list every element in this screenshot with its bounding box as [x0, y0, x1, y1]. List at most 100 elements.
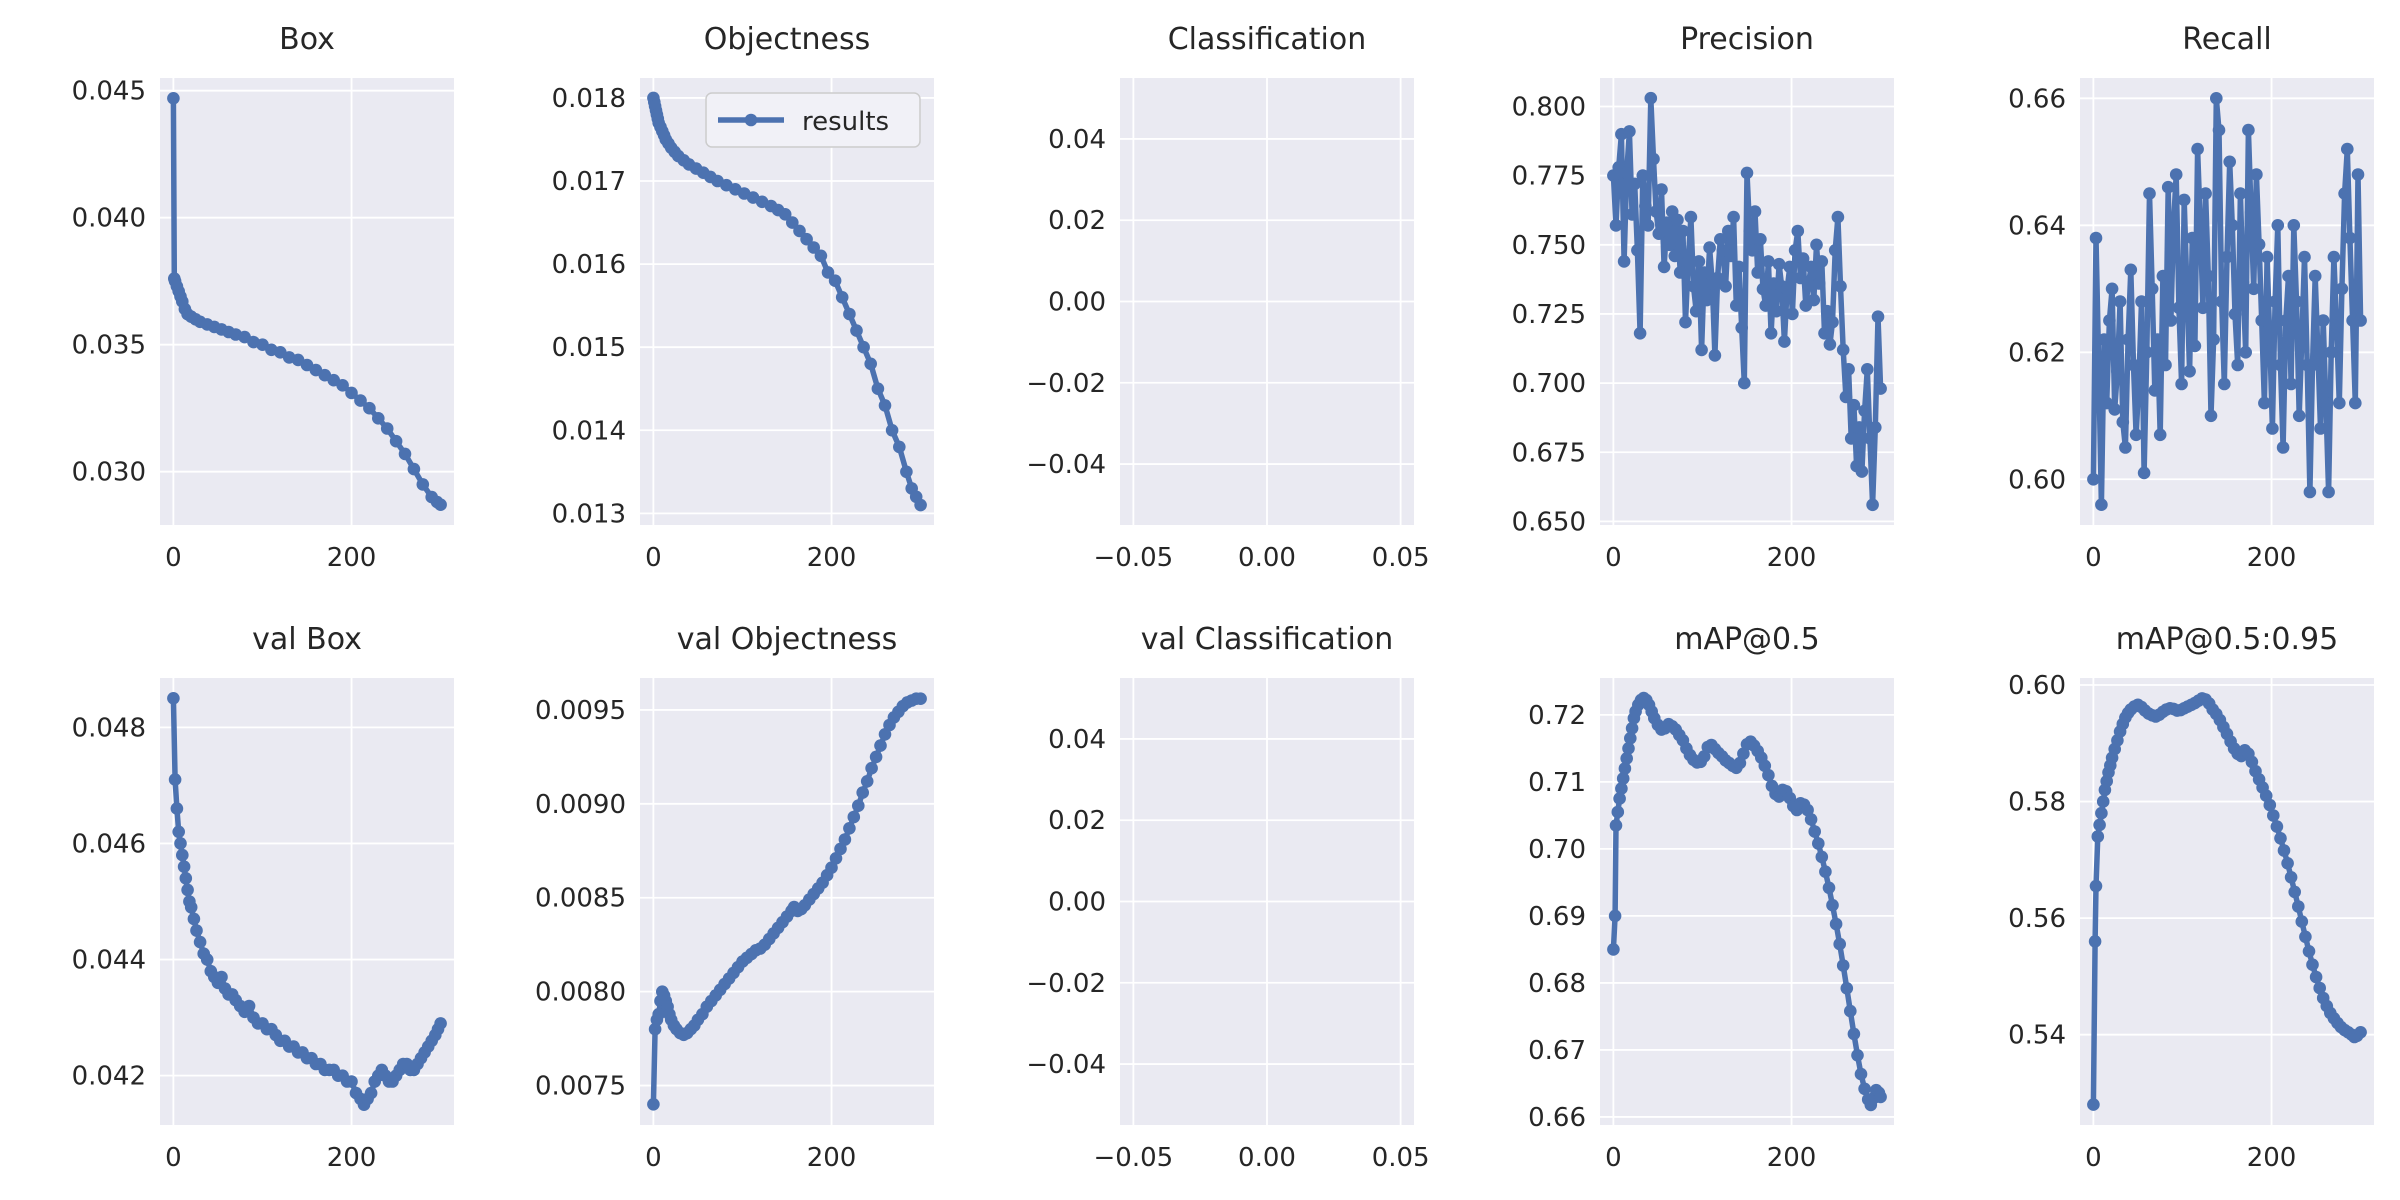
- data-point-marker: [2281, 857, 2294, 870]
- data-point-marker: [1812, 837, 1825, 850]
- data-point-marker: [2088, 935, 2102, 948]
- subplot-map50: 0.72 0.71 0.70 0.69 0.68 0.67 0.66 0 200 mAP@0.5: [1440, 600, 1920, 1200]
- data-point-marker: [647, 1098, 660, 1111]
- data-point-marker: [1738, 376, 1751, 390]
- data-point-marker: [1620, 166, 1633, 180]
- data-point-marker: [345, 386, 358, 400]
- x-tick-label: 0: [645, 543, 662, 573]
- data-point-marker: [2207, 333, 2220, 346]
- data-point-marker: [1615, 782, 1628, 795]
- data-point-marker: [2338, 187, 2351, 200]
- data-point-marker: [2299, 930, 2312, 944]
- plot-title: Classification: [1168, 22, 1367, 57]
- data-point-marker: [1788, 244, 1802, 257]
- subplot-box: 0.045 0.040 0.035 0.030 0 200 Box: [0, 0, 480, 600]
- plot-title: val Box: [252, 622, 362, 657]
- y-tick-label: 0.58: [2008, 788, 2066, 818]
- data-point-marker: [1759, 299, 1772, 312]
- data-point-marker: [2288, 885, 2301, 899]
- y-tick-label: 0.048: [72, 713, 146, 743]
- data-point-marker: [1673, 266, 1687, 279]
- data-point-marker: [1762, 255, 1775, 268]
- data-point-marker: [2313, 981, 2326, 995]
- y-tick-label: 0.62: [2008, 338, 2066, 368]
- y-tick-label: 0.02: [1048, 806, 1106, 836]
- data-point-marker: [179, 872, 193, 885]
- data-point-marker: [2091, 830, 2105, 843]
- x-tick-label: 200: [2247, 543, 2297, 573]
- y-tick-label: 0.72: [1528, 701, 1586, 731]
- data-point-marker: [2349, 396, 2362, 410]
- data-point-marker: [2333, 396, 2346, 410]
- data-point-marker: [2244, 206, 2258, 219]
- data-point-marker: [336, 379, 349, 392]
- data-point-marker: [1828, 244, 1842, 257]
- y-tick-label: 0.60: [2008, 671, 2066, 701]
- data-point-marker: [1655, 183, 1668, 196]
- data-point-marker: [215, 970, 228, 984]
- data-point-marker: [1730, 299, 1743, 312]
- data-point-marker: [1732, 260, 1746, 274]
- data-point-marker: [2199, 187, 2212, 200]
- data-point-marker: [2309, 970, 2323, 984]
- data-point-marker: [174, 837, 187, 850]
- data-point-marker: [2267, 809, 2280, 822]
- data-point-marker: [1826, 898, 1839, 912]
- data-point-marker: [2161, 180, 2175, 194]
- data-point-marker: [1647, 152, 1660, 166]
- data-point-marker: [1822, 881, 1836, 895]
- y-tick-label: 0.60: [2008, 465, 2066, 495]
- data-point-marker: [2156, 269, 2170, 283]
- data-point-marker: [2270, 820, 2284, 833]
- data-point-marker: [856, 786, 869, 799]
- data-point-marker: [1649, 205, 1663, 218]
- data-point-marker: [2183, 365, 2196, 378]
- data-point-marker: [2124, 263, 2138, 277]
- y-tick-label: 0.66: [1528, 1103, 1586, 1133]
- x-tick-label: −0.05: [1094, 1143, 1174, 1173]
- data-point-marker: [1836, 959, 1850, 972]
- data-point-marker: [1869, 421, 1882, 434]
- data-point-marker: [1815, 255, 1829, 268]
- data-point-marker: [2308, 269, 2322, 283]
- data-point-marker: [167, 92, 180, 105]
- data-point-marker: [2252, 238, 2266, 251]
- plot-area: [640, 678, 934, 1125]
- data-point-marker: [1772, 257, 1786, 271]
- data-point-marker: [1636, 169, 1650, 182]
- data-point-marker: [2242, 123, 2255, 137]
- data-point-marker: [2228, 307, 2242, 321]
- data-point-marker: [2314, 422, 2327, 435]
- data-point-marker: [2105, 282, 2119, 296]
- data-point-marker: [807, 241, 820, 254]
- data-point-marker: [2087, 473, 2100, 486]
- data-point-marker: [398, 447, 412, 461]
- data-point-marker: [181, 883, 194, 897]
- x-tick-label: 200: [2247, 1143, 2297, 1173]
- data-point-marker: [2111, 365, 2124, 378]
- data-point-marker: [2295, 333, 2309, 346]
- data-point-marker: [2194, 219, 2207, 232]
- subplot-precision: 0.800 0.775 0.750 0.725 0.700 0.675 0.650 0 200 …: [1440, 0, 1920, 600]
- data-point-marker: [885, 424, 899, 437]
- data-point-marker: [1836, 343, 1850, 357]
- data-point-marker: [2292, 409, 2306, 423]
- data-point-marker: [172, 825, 185, 839]
- subplot-val-objectness: 0.0095 0.0090 0.0085 0.0080 0.0075 0 200 val O…: [480, 600, 960, 1200]
- x-tick-label: 0: [645, 1143, 662, 1173]
- data-point-marker: [2172, 301, 2186, 315]
- data-point-marker: [1618, 762, 1632, 775]
- data-point-marker: [1840, 982, 1854, 995]
- y-tick-label: 0.67: [1528, 1036, 1586, 1066]
- data-point-marker: [1697, 266, 1711, 279]
- data-point-marker: [2327, 250, 2341, 264]
- plot-area: [2080, 678, 2374, 1125]
- y-tick-label: 0.675: [1512, 438, 1586, 468]
- data-point-marker: [1684, 210, 1698, 224]
- y-tick-label: 0.800: [1512, 92, 1586, 122]
- y-tick-label: 0.00: [1048, 888, 1106, 918]
- data-point-marker: [1855, 465, 1869, 478]
- data-point-marker: [2175, 377, 2188, 391]
- data-point-marker: [1847, 398, 1861, 412]
- y-tick-label: 0.042: [72, 1062, 146, 1092]
